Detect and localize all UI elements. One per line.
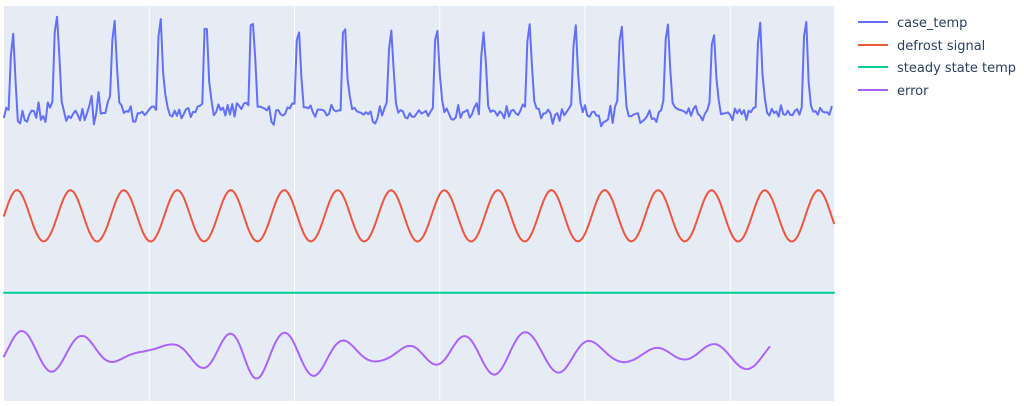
legend-label-error: error [897, 84, 929, 99]
legend-label-case-temp: case_temp [897, 16, 967, 31]
plot-background [4, 6, 834, 401]
legend: case_temp defrost signal steady state te… [858, 16, 1016, 99]
series-line-case-temp[interactable] [3, 15, 833, 128]
legend-item-error[interactable]: error [858, 84, 929, 99]
series-line-defrost-signal[interactable] [3, 189, 835, 243]
legend-label-defrost-signal: defrost signal [897, 39, 985, 54]
legend-item-steady-state-temp[interactable]: steady state temp [858, 61, 1016, 76]
series-line-error[interactable] [3, 329, 771, 380]
legend-item-defrost-signal[interactable]: defrost signal [858, 39, 985, 54]
legend-item-case-temp[interactable]: case_temp [858, 16, 967, 31]
legend-label-steady-state-temp: steady state temp [897, 61, 1016, 76]
series-layer [3, 15, 835, 380]
